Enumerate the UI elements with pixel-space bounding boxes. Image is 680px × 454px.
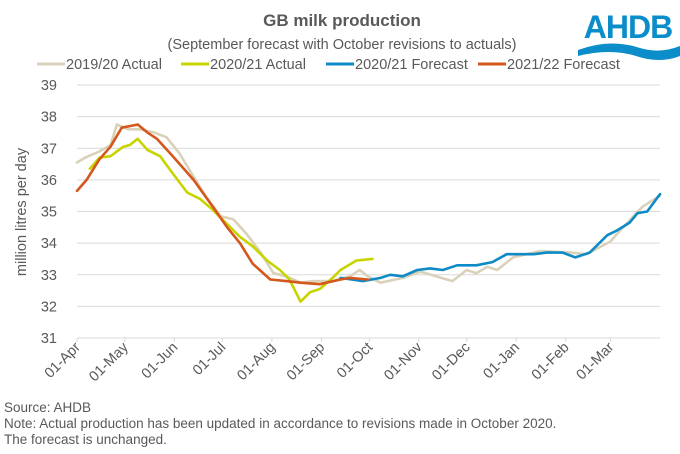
- legend-label: 2020/21 Actual: [210, 57, 306, 73]
- legend-item: 2019/20 Actual: [37, 57, 162, 73]
- y-tick-label: 36: [41, 173, 57, 189]
- legend: 2019/20 Actual 2020/21 Actual 2020/21 Fore…: [37, 57, 620, 73]
- legend-label: 2021/22 Forecast: [507, 57, 620, 73]
- y-tick-label: 31: [41, 331, 57, 347]
- x-tick-label: 01-Jan: [480, 340, 523, 383]
- series-lines: [75, 123, 662, 303]
- x-tick-label: 01-Feb: [529, 340, 573, 384]
- y-axis-label: million litres per day: [14, 147, 30, 276]
- series-line-2021-22-forecast: [75, 123, 369, 286]
- legend-item: 2020/21 Actual: [181, 57, 306, 73]
- x-tick-label: 01-Oct: [334, 340, 376, 382]
- x-tick-label: 01-Dec: [429, 340, 473, 384]
- x-axis-ticks: 01-Apr 01-May 01-Jun 01-Jul 01-Aug 01-Sep 01-O…: [42, 338, 618, 385]
- y-tick-label: 38: [41, 110, 57, 126]
- y-tick-label: 33: [41, 268, 57, 284]
- y-tick-label: 34: [41, 236, 57, 252]
- x-tick-label: 01-Mar: [574, 339, 618, 383]
- ahdb-logo: AHDB: [578, 9, 680, 60]
- y-tick-label: 35: [41, 205, 57, 221]
- legend-item: 2020/21 Forecast: [326, 57, 468, 73]
- note-line-2: The forecast is unchanged.: [4, 432, 167, 447]
- x-tick-label: 01-Sep: [284, 340, 328, 384]
- source-text: Source: AHDB: [4, 400, 92, 415]
- series-line-2020-21-actual: [88, 137, 374, 303]
- x-tick-label: 01-Nov: [381, 339, 426, 384]
- legend-item: 2021/22 Forecast: [478, 57, 620, 73]
- x-tick-label: 01-Jun: [139, 340, 182, 383]
- note-line-1: Note: Actual production has been updated…: [4, 416, 557, 431]
- x-tick-label: 01-Jul: [190, 340, 229, 379]
- x-tick-label: 01-May: [86, 339, 132, 385]
- chart-title: GB milk production: [263, 11, 421, 30]
- y-tick-label: 37: [41, 141, 57, 157]
- y-tick-label: 39: [41, 78, 57, 94]
- y-axis-ticks: 31 32 33 34 35 36 37 38 39: [41, 78, 57, 347]
- gridlines: [77, 84, 660, 339]
- logo-text: AHDB: [584, 9, 672, 45]
- x-tick-label: 01-Aug: [234, 340, 278, 384]
- y-tick-label: 32: [41, 299, 57, 315]
- series-line-2020-21-forecast: [339, 192, 662, 283]
- legend-label: 2019/20 Actual: [66, 57, 162, 73]
- chart-subtitle: (September forecast with October revisio…: [168, 37, 517, 53]
- legend-label: 2020/21 Forecast: [355, 57, 468, 73]
- logo-wave-icon: [578, 43, 680, 60]
